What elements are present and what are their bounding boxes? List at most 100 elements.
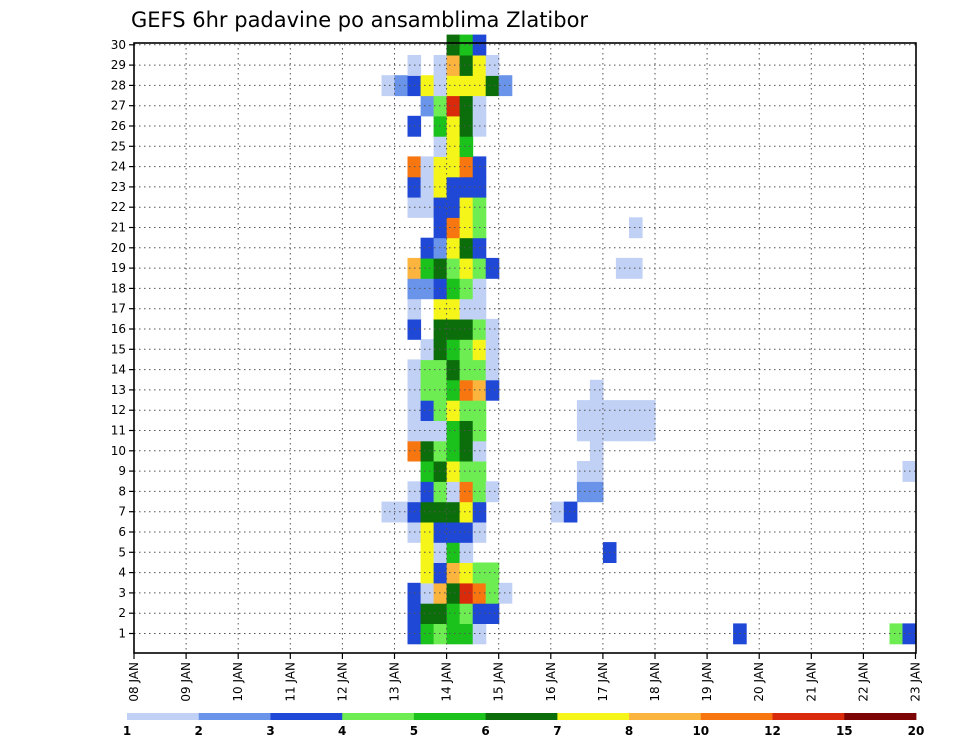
heatmap-cell [629, 217, 643, 239]
heatmap-cell [459, 257, 474, 279]
heatmap-cell [485, 379, 500, 401]
heatmap-cell [394, 75, 409, 97]
colorbar-label: 3 [266, 724, 274, 738]
heatmap-cell [642, 400, 656, 421]
heatmap-cell [589, 440, 604, 462]
heatmap-cell [589, 379, 604, 401]
heatmap-cell [459, 115, 474, 137]
chart-grid [134, 43, 916, 653]
heatmap-cell [446, 136, 461, 157]
heatmap-cell [459, 197, 474, 218]
heatmap-cell [381, 501, 396, 523]
heatmap-cell [381, 75, 396, 97]
colorbar-label: 2 [195, 724, 203, 738]
heatmap-cell [446, 582, 461, 604]
colorbar-label: 5 [410, 724, 418, 738]
heatmap-cell [459, 501, 474, 523]
heatmap-cell [459, 461, 474, 482]
colorbar-swatch [485, 713, 558, 720]
heatmap-cell [420, 278, 435, 300]
colorbar-label: 6 [481, 724, 489, 738]
heatmap-cell [889, 623, 904, 645]
heatmap-cell [589, 400, 604, 421]
colorbar-label: 8 [625, 724, 633, 738]
heatmap-cell [420, 562, 435, 584]
heatmap-cell [485, 75, 500, 97]
y-tick-label: 28 [111, 78, 126, 92]
y-tick-label: 23 [111, 180, 126, 194]
heatmap-cell [420, 339, 435, 361]
heatmap-cell [420, 176, 435, 198]
heatmap-cell [459, 603, 474, 624]
x-tick-label: 14 JAN [440, 662, 454, 702]
y-tick-label: 16 [111, 322, 126, 336]
y-tick-label: 4 [118, 566, 126, 580]
heatmap-cell [576, 420, 591, 442]
heatmap-cell [420, 197, 435, 218]
x-tick-label: 08 JAN [127, 662, 141, 702]
heatmap-cell [459, 95, 474, 117]
heatmap-cell [459, 440, 474, 462]
heatmap-cell [459, 379, 474, 401]
heatmap-cell [446, 359, 461, 381]
y-tick-label: 29 [111, 58, 126, 72]
heatmap-cell [394, 501, 409, 523]
heatmap-cell [446, 400, 461, 421]
x-tick-label: 09 JAN [179, 662, 193, 702]
colorbar: 1 2 3 4 5 6 7 8 10 12 15 20 [123, 713, 925, 738]
heatmap-cell [446, 542, 461, 563]
heatmap-cell [629, 400, 643, 421]
y-tick-label: 13 [111, 383, 126, 397]
heatmap-cell [420, 603, 435, 624]
heatmap-cell [446, 237, 461, 259]
colorbar-swatch [342, 713, 415, 720]
colorbar-label: 20 [908, 724, 925, 738]
heatmap-cell [459, 318, 474, 340]
heatmap-cell [459, 542, 474, 563]
x-axis-ticks: 08 JAN 09 JAN 10 JAN 11 JAN 12 JAN 13 JAN 14 J… [127, 653, 923, 702]
x-tick-label: 18 JAN [648, 662, 662, 702]
heatmap-cell [420, 75, 435, 97]
heatmap-cell [420, 521, 435, 543]
heatmap-cell [459, 217, 474, 239]
heatmap-cell [420, 359, 435, 381]
colorbar-label: 4 [338, 724, 346, 738]
y-axis-ticks: 1234567891011121314151617181920212223242… [111, 38, 134, 641]
heatmap-cell [420, 542, 435, 563]
colorbar-swatch [198, 713, 271, 720]
heatmap-cell [459, 623, 474, 645]
colorbar-swatch [127, 713, 200, 720]
heatmap-cell [420, 379, 435, 401]
heatmap-cell [615, 257, 630, 279]
heatmap-cell [446, 217, 461, 239]
x-tick-label: 19 JAN [700, 662, 714, 702]
heatmap-cell [446, 75, 461, 97]
x-tick-label: 17 JAN [596, 662, 610, 702]
heatmap-cell [459, 156, 474, 178]
heatmap-cell [615, 400, 630, 421]
heatmap-cell [485, 562, 500, 584]
heatmap-cell [459, 420, 474, 442]
heatmap-cell [420, 440, 435, 462]
heatmap-cell [446, 562, 461, 584]
heatmap-cell [446, 115, 461, 137]
colorbar-label: 1 [123, 724, 131, 738]
x-tick-label: 21 JAN [804, 662, 818, 702]
heatmap-cell [576, 461, 591, 482]
y-tick-label: 10 [111, 444, 126, 458]
y-tick-label: 22 [111, 200, 126, 214]
heatmap-cell [459, 582, 474, 604]
colorbar-swatch [772, 713, 845, 720]
heatmap-cell [459, 55, 474, 76]
x-tick-label: 20 JAN [752, 662, 766, 702]
heatmap-cell [420, 156, 435, 178]
heatmap-cell [459, 339, 474, 361]
heatmap-cell [446, 623, 461, 645]
heatmap-cell [420, 481, 435, 503]
heatmap-cell [459, 400, 474, 421]
heatmap-cell [446, 156, 461, 178]
heatmap-cell [629, 420, 643, 442]
heatmap-cell [563, 501, 578, 523]
colorbar-swatch [700, 713, 773, 720]
heatmap-cell [485, 359, 500, 381]
